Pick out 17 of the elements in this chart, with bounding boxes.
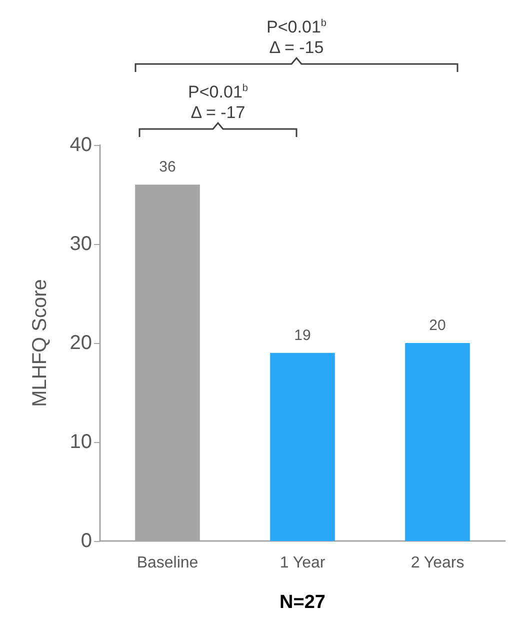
data-label: 36 [159, 158, 176, 176]
y-tick-label: 30 [70, 233, 92, 255]
x-tick-label: Baseline [136, 554, 198, 572]
y-tick-label: 40 [70, 134, 92, 156]
y-tick-label: 10 [70, 431, 92, 453]
y-axis-title: MLHFQ Score [29, 279, 51, 407]
data-label: 19 [294, 326, 311, 344]
text: P<0.01$^{b}$ Δ = -17 [188, 82, 248, 123]
x-tick-label: 2 Years [410, 554, 464, 572]
text: P<0.01$^{b}$ Δ = -15 [266, 16, 326, 58]
x-axis-title: N=27 [280, 592, 326, 613]
x-tick-label: 1 Year [280, 554, 326, 572]
data-label: 20 [429, 317, 446, 334]
y-tick-label: 0 [80, 530, 92, 552]
y-tick-label: 20 [70, 332, 92, 354]
bar [270, 352, 335, 541]
bar [405, 343, 470, 541]
